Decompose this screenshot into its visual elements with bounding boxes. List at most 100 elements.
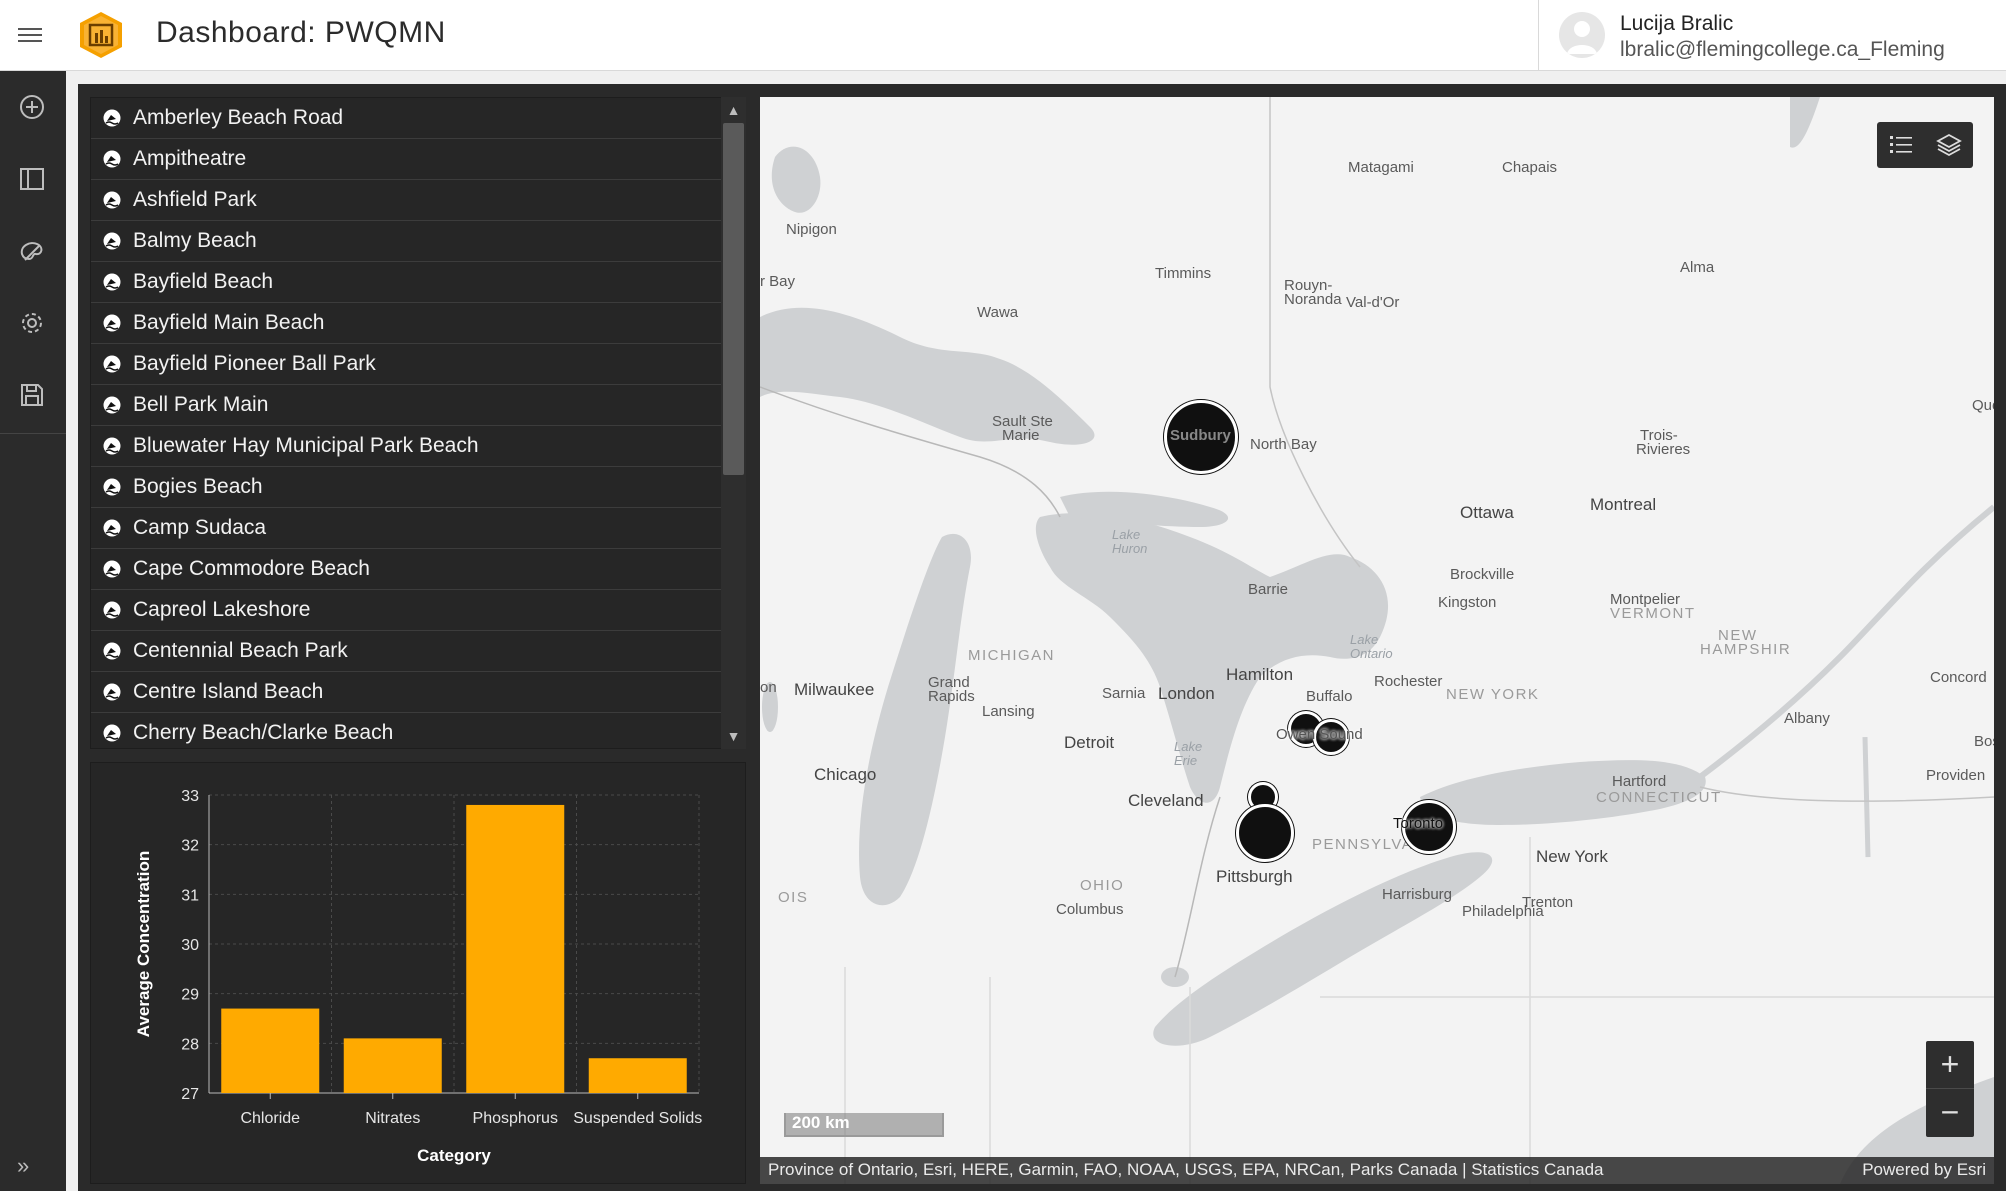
map-place-label: London xyxy=(1158,684,1215,703)
list-item-label: Cape Commodore Beach xyxy=(133,557,370,580)
zoom-controls: + − xyxy=(1926,1041,1974,1137)
map-place-label: CONNECTICUT xyxy=(1596,789,1722,806)
map-place-label: Buffalo xyxy=(1306,688,1353,705)
marker-label-owen-sound: Owen Sound xyxy=(1276,726,1363,743)
map-place-label: Hamilton xyxy=(1226,665,1294,684)
map-place-label: Concord xyxy=(1930,669,1987,686)
list-scrollbar[interactable]: ▲ ▼ xyxy=(721,97,746,749)
avatar[interactable] xyxy=(1559,12,1605,58)
beach-icon xyxy=(103,437,121,455)
zoom-in-button[interactable]: + xyxy=(1926,1041,1974,1089)
list-item-label: Centre Island Beach xyxy=(133,680,324,703)
menu-icon[interactable] xyxy=(18,24,42,46)
add-element-button[interactable] xyxy=(15,90,49,124)
map-place-label: North Bay xyxy=(1250,436,1317,453)
map-place-label: Sarnia xyxy=(1102,685,1146,702)
save-button[interactable] xyxy=(15,378,49,412)
beach-icon xyxy=(103,355,121,373)
map-place-label: on xyxy=(760,679,777,696)
map-marker-sudbury[interactable] xyxy=(1164,400,1238,474)
map-place-label: Harrisburg xyxy=(1382,886,1453,903)
beach-icon xyxy=(103,191,121,209)
list-item[interactable]: Ampitheatre xyxy=(91,139,721,180)
save-icon xyxy=(21,384,43,406)
expand-rail-icon[interactable]: » xyxy=(17,1153,30,1178)
y-tick-label: 30 xyxy=(181,937,199,954)
list-item-label: Bayfield Beach xyxy=(133,270,274,293)
list-item[interactable]: Camp Sudaca xyxy=(91,508,721,549)
left-toolbar: » xyxy=(0,71,66,1191)
bar-nitrates[interactable] xyxy=(343,1038,442,1093)
list-item[interactable]: Bogies Beach xyxy=(91,467,721,508)
map-place-label: HAMPSHIR xyxy=(1700,641,1792,658)
scroll-thumb[interactable] xyxy=(723,123,744,475)
list-item[interactable]: Amberley Beach Road xyxy=(91,98,721,139)
list-item[interactable]: Bayfield Beach xyxy=(91,262,721,303)
map-marker-owen-sound-b[interactable] xyxy=(1313,719,1349,755)
list-item[interactable]: Capreol Lakeshore xyxy=(91,590,721,631)
add-icon xyxy=(20,95,44,119)
legend-button[interactable] xyxy=(1877,122,1925,168)
list-item-label: Centennial Beach Park xyxy=(133,639,348,662)
scale-label: 200 km xyxy=(792,1113,850,1132)
list-item[interactable]: Balmy Beach xyxy=(91,221,721,262)
beach-icon xyxy=(103,519,121,537)
map-place-label: Grand xyxy=(928,674,970,691)
list-item[interactable]: Centre Island Beach xyxy=(91,672,721,713)
map-place-label: VERMONT xyxy=(1610,605,1696,622)
bar-chart: 27 28 29 30 31 32 33 Chloride Nitrates Phosphorus… xyxy=(134,788,702,1165)
basemap xyxy=(760,97,1994,1184)
map-marker-goderich[interactable] xyxy=(1236,804,1294,862)
map-place-label: Matagami xyxy=(1348,159,1414,176)
user-menu[interactable]: Lucija Bralic lbralic@flemingcollege.ca_… xyxy=(1538,0,2006,71)
y-tick-label: 29 xyxy=(181,987,199,1004)
x-tick-label: Chloride xyxy=(240,1110,300,1127)
bar-chloride[interactable] xyxy=(221,1008,320,1093)
y-tick-label: 32 xyxy=(181,838,199,855)
map-place-label: MICHIGAN xyxy=(968,647,1055,664)
beach-icon xyxy=(103,642,121,660)
list-item[interactable]: Bayfield Main Beach xyxy=(91,303,721,344)
list-item-label: Capreol Lakeshore xyxy=(133,598,311,621)
user-email: lbralic@flemingcollege.ca_Fleming xyxy=(1620,38,1945,61)
y-tick-label: 33 xyxy=(181,788,199,805)
list-item-label: Cherry Beach/Clarke Beach xyxy=(133,721,394,744)
attribution-text: Province of Ontario, Esri, HERE, Garmin,… xyxy=(768,1160,1604,1179)
map-place-label: Wawa xyxy=(977,304,1019,321)
list-item[interactable]: Bell Park Main xyxy=(91,385,721,426)
scroll-up-icon[interactable]: ▲ xyxy=(726,102,741,118)
map-marker-toronto[interactable] xyxy=(1402,800,1456,854)
beach-icon xyxy=(103,560,121,578)
list-item[interactable]: Cherry Beach/Clarke Beach xyxy=(91,713,721,748)
layers-button[interactable] xyxy=(1925,122,1973,168)
bar-phosphorus[interactable] xyxy=(466,804,565,1093)
list-item[interactable]: Bayfield Pioneer Ball Park xyxy=(91,344,721,385)
settings-button[interactable] xyxy=(15,306,49,340)
map-place-label: New York xyxy=(1536,847,1608,866)
map-place-label: OIS xyxy=(778,889,809,906)
list-item[interactable]: Centennial Beach Park xyxy=(91,631,721,672)
scroll-down-icon[interactable]: ▼ xyxy=(726,728,741,744)
list-item-label: Ampitheatre xyxy=(133,147,247,170)
user-avatar-icon xyxy=(1567,21,1597,54)
y-tick-label: 28 xyxy=(181,1036,199,1053)
map-place-label: Timmins xyxy=(1155,265,1212,282)
list-item-label: Ashfield Park xyxy=(133,188,257,211)
list-item[interactable]: Ashfield Park xyxy=(91,180,721,221)
map-place-label: Montreal xyxy=(1590,495,1657,514)
map-place-label: Ottawa xyxy=(1460,503,1514,522)
page-title: Dashboard: PWQMN xyxy=(156,16,446,49)
map-view[interactable]: Matagami Chapais Nipigon Timmins Rouyn- Noran… xyxy=(760,97,1994,1184)
bar-suspended-solids[interactable] xyxy=(588,1058,687,1093)
zoom-out-button[interactable]: − xyxy=(1940,1094,1960,1130)
list-item-label: Balmy Beach xyxy=(133,229,257,252)
map-place-label: Nipigon xyxy=(786,221,837,238)
powered-by-esri[interactable]: Powered by Esri xyxy=(1862,1160,1986,1179)
theme-button[interactable] xyxy=(15,234,49,268)
list-item[interactable]: Cape Commodore Beach xyxy=(91,549,721,590)
layout-button[interactable] xyxy=(15,162,49,196)
map-place-label: Rapids xyxy=(928,688,975,705)
x-axis-title: Category xyxy=(417,1146,491,1165)
list-item[interactable]: Bluewater Hay Municipal Park Beach xyxy=(91,426,721,467)
beach-icon xyxy=(103,683,121,701)
